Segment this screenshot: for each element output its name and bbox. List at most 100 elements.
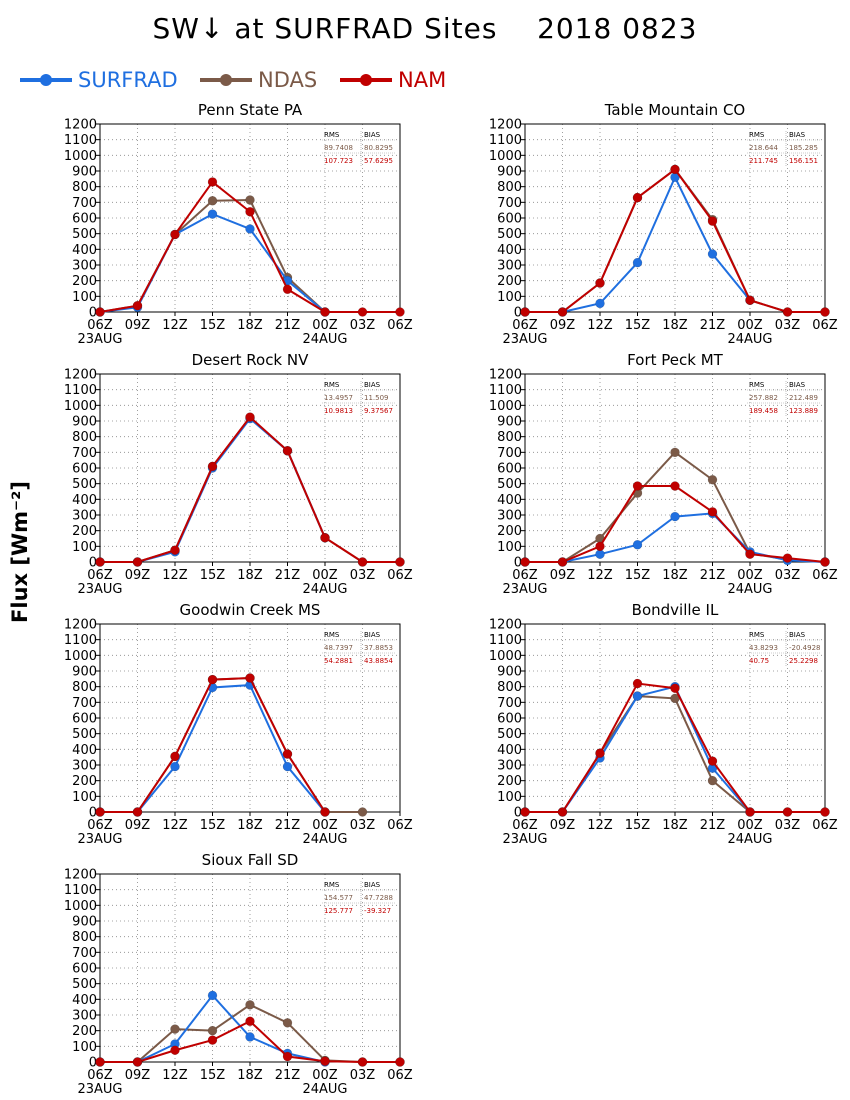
x-date-label: 24AUG: [727, 582, 772, 597]
stats-ndas-rms: 13.4957: [324, 394, 353, 402]
y-tick-label: 1200: [489, 618, 522, 633]
data-point-nam: [132, 807, 143, 817]
data-point-nam: [170, 1045, 180, 1055]
data-point-surfrad: [632, 257, 643, 268]
y-tick-label: 100: [497, 290, 522, 305]
chart-panel-sioux-fall-sd: Sioux Fall SD 010020030040050060070080090…: [64, 851, 413, 1097]
y-tick-label: 600: [72, 212, 97, 227]
y-tick-label: 0: [89, 806, 97, 821]
data-point-nam: [782, 807, 793, 817]
stats-header-bias: BIAS: [364, 631, 381, 639]
x-tick-label: 18Z: [662, 818, 688, 833]
data-point-nam: [745, 295, 755, 305]
data-point-nam: [282, 446, 293, 456]
x-date-label: 24AUG: [302, 832, 347, 847]
y-tick-label: 1100: [64, 633, 97, 648]
y-tick-label: 400: [72, 243, 97, 258]
data-point-nam: [520, 307, 530, 317]
x-tick-label: 09Z: [550, 818, 576, 833]
y-tick-label: 700: [72, 696, 97, 711]
data-point-nam: [632, 192, 643, 203]
chart-title: Fort Peck MT: [627, 351, 723, 369]
y-tick-label: 500: [72, 227, 97, 242]
stats-nam-bias: 43.8854: [364, 657, 393, 665]
x-tick-label: 18Z: [237, 568, 263, 583]
data-point-nam: [95, 307, 105, 317]
x-date-label: 23AUG: [502, 582, 547, 597]
y-tick-label: 300: [497, 509, 522, 524]
x-date-label: 23AUG: [502, 332, 547, 347]
x-tick-label: 06Z: [87, 1068, 113, 1083]
stats-header-rms: RMS: [324, 381, 340, 389]
legend-marker-surfrad: [40, 74, 52, 86]
x-tick-label: 12Z: [162, 568, 188, 583]
x-tick-label: 09Z: [550, 318, 576, 333]
data-point-surfrad: [595, 298, 605, 309]
data-point-nam: [170, 751, 180, 762]
chart-title: Table Mountain CO: [604, 101, 746, 119]
y-tick-label: 600: [72, 712, 97, 727]
y-tick-label: 600: [497, 712, 522, 727]
data-point-nam: [320, 807, 330, 817]
data-point-ndas: [170, 1024, 180, 1034]
y-tick-label: 400: [72, 993, 97, 1008]
x-tick-label: 21Z: [275, 1068, 301, 1083]
stats-nam-rms: 54.2881: [324, 657, 353, 665]
data-point-nam: [95, 557, 105, 567]
chart-panel-bondville-il: Bondville IL 0100200300400500600700800900…: [489, 601, 838, 847]
chart-title: Penn State PA: [198, 101, 303, 119]
y-tick-label: 900: [72, 415, 97, 430]
stats-nam-rms: 211.745: [749, 157, 778, 165]
x-tick-label: 06Z: [812, 568, 838, 583]
x-tick-label: 12Z: [587, 568, 613, 583]
data-point-nam: [357, 557, 368, 567]
series-line-ndas: [525, 450, 826, 563]
data-point-nam: [207, 1035, 218, 1045]
stats-header-rms: RMS: [749, 631, 765, 639]
stats-header-bias: BIAS: [364, 881, 381, 889]
y-tick-label: 800: [497, 180, 522, 195]
data-point-nam: [745, 807, 755, 817]
y-tick-label: 500: [497, 727, 522, 742]
y-tick-label: 100: [72, 290, 97, 305]
x-tick-label: 18Z: [662, 568, 688, 583]
data-point-nam: [557, 307, 568, 317]
y-tick-label: 100: [72, 540, 97, 555]
x-tick-label: 00Z: [312, 568, 338, 583]
x-tick-label: 06Z: [512, 568, 538, 583]
data-point-nam: [245, 206, 255, 217]
x-tick-label: 21Z: [700, 318, 726, 333]
x-tick-label: 21Z: [275, 818, 301, 833]
x-tick-label: 00Z: [737, 568, 763, 583]
y-tick-label: 800: [497, 680, 522, 695]
data-point-nam: [595, 541, 605, 552]
y-tick-label: 0: [514, 806, 522, 821]
x-date-label: 24AUG: [302, 582, 347, 597]
y-tick-label: 1000: [489, 399, 522, 414]
stats-nam-rms: 189.458: [749, 407, 778, 415]
x-tick-label: 09Z: [125, 818, 151, 833]
data-point-ndas: [245, 195, 255, 205]
x-tick-label: 12Z: [587, 818, 613, 833]
stats-header-rms: RMS: [324, 631, 340, 639]
stats-ndas-bias: 11.509: [364, 394, 389, 402]
data-point-ndas: [357, 807, 368, 817]
data-point-surfrad: [207, 990, 218, 1001]
y-tick-label: 1000: [64, 149, 97, 164]
x-tick-label: 00Z: [737, 318, 763, 333]
y-tick-label: 500: [72, 477, 97, 492]
data-point-nam: [707, 507, 718, 517]
data-point-nam: [520, 557, 530, 567]
x-tick-label: 00Z: [312, 818, 338, 833]
x-tick-label: 21Z: [275, 568, 301, 583]
y-tick-label: 900: [497, 165, 522, 180]
stats-ndas-bias: 212.489: [789, 394, 818, 402]
y-tick-label: 600: [497, 462, 522, 477]
y-tick-label: 200: [72, 1024, 97, 1039]
y-tick-label: 200: [497, 524, 522, 539]
stats-ndas-bias: 185.285: [789, 144, 818, 152]
x-tick-label: 03Z: [775, 568, 801, 583]
y-tick-label: 700: [72, 196, 97, 211]
series-line-ndas: [100, 677, 363, 813]
y-tick-label: 200: [72, 524, 97, 539]
